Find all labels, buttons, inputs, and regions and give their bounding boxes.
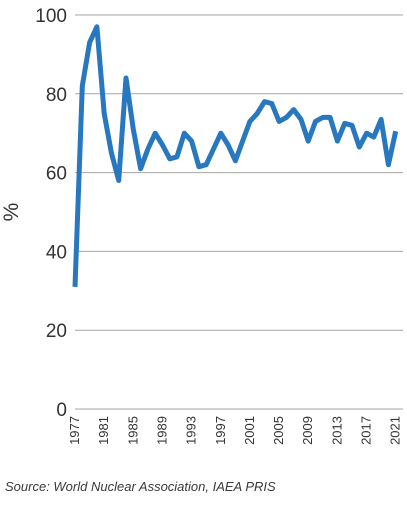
series-layer [72,24,399,287]
gridlines [75,14,403,410]
x-axis-ticks: 1977 1981 1985 1989 1993 1997 2001 2005 2009 2013… [67,416,403,445]
x-tick-label: 2017 [359,416,374,445]
series-line-0 [72,24,399,287]
x-tick-label: 1993 [184,416,199,445]
x-tick-label: 1977 [67,416,82,445]
x-tick-label: 1989 [154,416,169,445]
x-tick-label: 2009 [300,416,315,445]
x-tick-label: 2013 [329,416,344,445]
y-tick-label: 80 [46,85,67,106]
y-tick-label: 40 [46,242,67,263]
y-tick-label: 0 [56,400,67,421]
x-tick-label: 1985 [125,416,140,445]
y-tick-label: 100 [35,6,67,27]
x-tick-label: 2005 [271,416,286,445]
y-tick-label: 60 [46,164,67,185]
y-tick-label: 20 [46,321,67,342]
x-tick-label: 2021 [388,416,403,445]
x-tick-label: 1981 [96,416,111,445]
source-note: Source: World Nuclear Association, IAEA … [5,479,276,494]
x-tick-label: 1997 [213,416,228,445]
y-axis-ticks: 0 20 40 60 80 100 [35,6,67,421]
x-tick-label: 2001 [242,416,257,445]
y-axis-label: % [0,203,23,222]
